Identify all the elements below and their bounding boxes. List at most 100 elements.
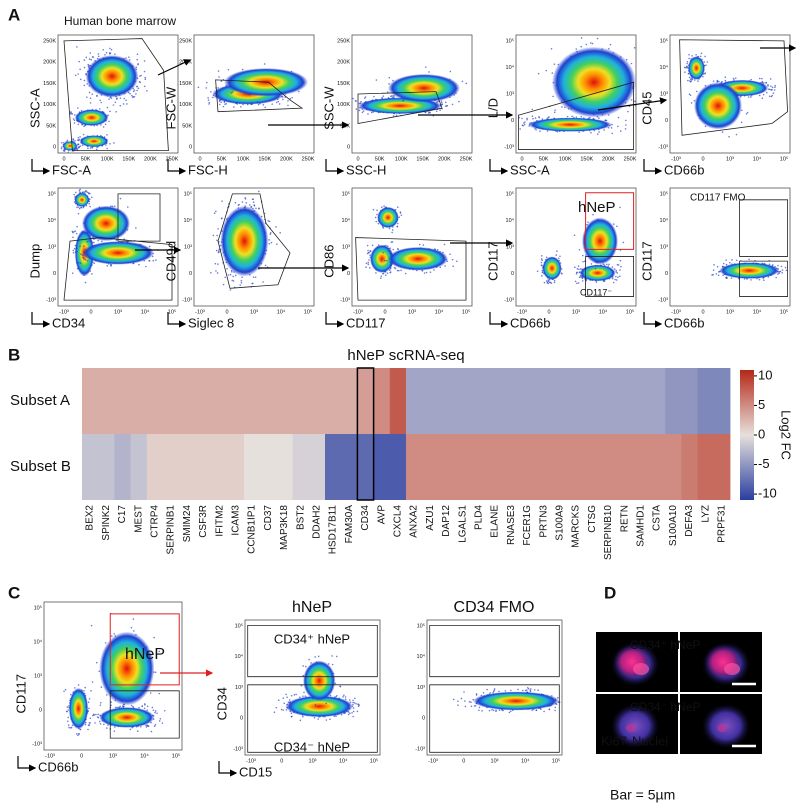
event [74,230,76,232]
event [136,90,138,92]
event [388,77,390,79]
event [88,203,90,205]
y-tick-label: 0 [511,271,514,277]
event [541,255,543,257]
x-tick-label: 250K [624,156,637,162]
event [575,48,577,50]
event [686,63,688,65]
event [91,197,93,199]
event [264,63,266,65]
y-axis-label: CD45 [639,92,654,125]
x-tick-label: 100K [237,156,250,162]
y-tick-label: 0 [347,271,350,277]
x-tick-label: 100K [395,156,408,162]
event [70,111,72,113]
density-core [63,141,77,150]
x-tick-label: 200K [438,156,451,162]
event [255,208,257,210]
event [135,227,137,229]
y-axis-label: SSC-A [27,88,42,128]
event [579,249,581,251]
event [133,91,135,93]
event [580,116,582,118]
event [110,265,112,267]
event [393,115,395,117]
event [390,266,392,268]
density-core [552,47,636,118]
axis-corner [326,312,343,324]
density-core [82,241,154,265]
event [522,124,524,126]
event [271,103,273,105]
event [598,117,600,119]
event [554,280,556,282]
event [552,96,554,98]
event [383,205,385,207]
event [381,97,383,99]
event [450,71,452,73]
event [619,275,621,277]
event [587,221,589,223]
event [613,223,615,225]
event [769,89,771,91]
event [119,105,121,107]
x-axis-label: CD117 [346,315,386,330]
event [375,221,377,223]
event [291,97,293,99]
x-axis-label: CD34 [52,315,85,330]
event [83,258,85,260]
x-tick-label: 10⁴ [435,308,444,315]
event [687,80,689,82]
event [761,97,763,99]
event [90,102,92,104]
y-tick-label: 250K [43,38,56,44]
event [400,212,402,214]
x-tick-label: 250K [460,156,473,162]
y-tick-label: 10³ [660,91,668,97]
event [580,46,582,48]
event [615,276,617,278]
x-tick-label: 200K [280,156,293,162]
event [554,63,556,65]
event [458,101,460,103]
event [592,43,594,45]
event [86,57,88,59]
event [129,93,131,95]
event [155,259,157,261]
event [152,260,154,262]
event [365,266,367,268]
event [538,73,540,75]
panel-label: D [604,583,616,602]
event [748,259,750,261]
event [619,269,621,271]
event [83,245,85,247]
event [262,104,264,106]
event [98,53,100,55]
event [268,243,270,245]
y-tick-label: -10³ [182,297,192,303]
event [79,69,81,71]
density-core [75,193,89,207]
event [576,273,578,275]
event [392,229,394,231]
event [73,194,75,196]
event [619,207,621,209]
panel-label: A [8,5,20,24]
event [123,103,125,105]
event [210,91,212,93]
y-tick-label: 200K [43,60,56,66]
event [72,272,74,274]
event [707,61,709,63]
event [532,115,534,117]
event [541,275,543,277]
y-tick-label: 10⁵ [506,190,514,197]
event [718,274,720,276]
density-core [82,206,130,241]
event [271,242,273,244]
event [389,272,391,274]
event [576,282,578,284]
y-tick-label: 150K [337,81,350,87]
x-axis-label: FSC-H [188,162,228,177]
event [73,250,75,252]
event [773,92,775,94]
